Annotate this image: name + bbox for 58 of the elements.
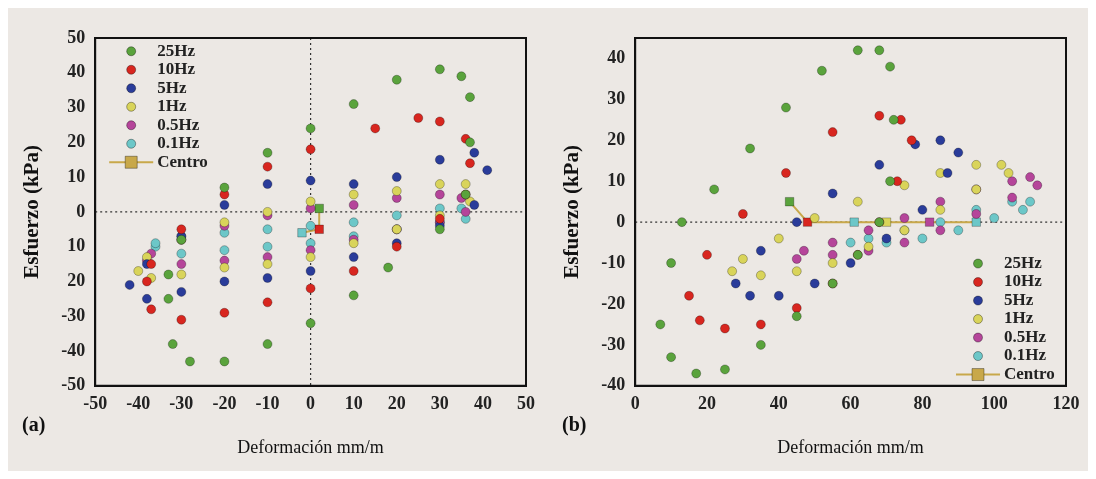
x-tick-label: 30: [430, 393, 449, 414]
legend-label: 0.1Hz: [1004, 345, 1047, 365]
y-tick-label: 20: [67, 270, 86, 291]
legend-label: 0.5Hz: [157, 114, 200, 134]
y-tick-label: 10: [67, 235, 86, 256]
x-axis-title: Deformación mm/m: [237, 436, 384, 457]
legend-label: 10Hz: [1004, 271, 1043, 291]
x-tick-label: -50: [83, 393, 108, 414]
y-tick-label: 20: [67, 131, 86, 151]
x-tick-label: -10: [255, 393, 280, 414]
x-tick-label: 100: [980, 393, 1008, 414]
x-tick-label: 40: [473, 393, 492, 414]
x-tick-label: 120: [1052, 393, 1080, 414]
legend-label: 10Hz: [157, 59, 196, 79]
y-tick-label: -30: [601, 333, 626, 354]
y-tick-label: -10: [601, 251, 626, 272]
legend-label: Centro: [157, 151, 208, 171]
text: (a): [22, 412, 46, 436]
x-tick-label: 50: [517, 393, 535, 414]
y-tick-label: 10: [607, 169, 626, 190]
y-tick-label: 10: [67, 165, 86, 186]
y-tick-label: 20: [607, 128, 626, 149]
legend-label: 25Hz: [157, 40, 196, 60]
y-tick-label: 30: [607, 88, 626, 109]
y-tick-label: -20: [601, 292, 626, 313]
legend-label: 1Hz: [157, 96, 187, 116]
x-tick-label: 20: [387, 393, 406, 414]
x-tick-label: -40: [126, 393, 151, 414]
y-tick-label: -30: [61, 304, 86, 325]
legend-label: 25Hz: [1004, 252, 1043, 272]
x-axis-title: Deformación mm/m: [777, 436, 924, 457]
x-tick-label: 60: [841, 393, 860, 414]
x-tick-label: 10: [344, 393, 363, 414]
legend-label: Centro: [1004, 363, 1055, 383]
y-tick-label: -40: [61, 339, 86, 360]
legend-label: 5Hz: [157, 77, 187, 97]
x-tick-label: 20: [698, 393, 716, 414]
y-tick-label: 0: [76, 200, 86, 221]
legend-label: 1Hz: [1004, 308, 1034, 328]
y-tick-label: 50: [67, 26, 86, 47]
x-tick-label: 80: [913, 393, 932, 414]
x-tick-label: -30: [169, 393, 194, 414]
y-tick-label: 40: [607, 47, 626, 68]
y-axis-title: Esfuerzo (kPa): [19, 145, 44, 279]
y-tick-label: 40: [67, 61, 86, 82]
x-tick-label: -20: [212, 393, 237, 414]
y-axis-title: Esfuerzo (kPa): [559, 145, 584, 279]
legend-label: 5Hz: [1004, 289, 1034, 309]
legend-label: 0.1Hz: [157, 133, 200, 153]
x-tick-label: 0: [630, 393, 640, 414]
y-tick-label: -50: [61, 374, 86, 395]
x-tick-label: 0: [306, 393, 316, 414]
y-tick-label: 30: [67, 96, 86, 117]
text: (b): [562, 412, 587, 436]
y-tick-label: -40: [601, 374, 626, 395]
legend-label: 0.5Hz: [1004, 326, 1047, 346]
y-tick-label: 0: [616, 210, 626, 231]
x-tick-label: 40: [769, 393, 788, 414]
